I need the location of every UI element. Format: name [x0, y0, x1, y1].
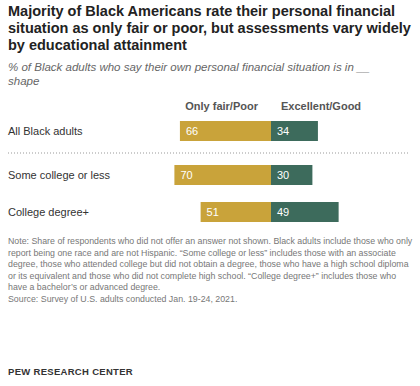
data-label: 51 [207, 206, 219, 218]
bar [271, 121, 318, 141]
category-label: Some college or less [8, 169, 111, 181]
data-label: 49 [277, 206, 289, 218]
chart-root: Majority of Black Americans rate their p… [0, 0, 420, 386]
legend-label: Only fair/Poor [185, 100, 258, 112]
data-label: 66 [186, 125, 198, 137]
data-label: 30 [277, 169, 289, 181]
bar [271, 202, 339, 222]
note: Note: Share of respondents who did not o… [8, 236, 413, 292]
bar [201, 202, 271, 222]
labels: All Black adults 66 34 Some college or less… [8, 125, 289, 218]
category-label: All Black adults [8, 125, 83, 137]
data-label: 34 [277, 125, 289, 137]
bar [174, 165, 271, 185]
credit: PEW RESEARCH CENTER [8, 366, 133, 377]
data-label: 70 [180, 169, 192, 181]
separator [8, 153, 410, 154]
subtitle: % of Black adults who say their own pers… [8, 61, 370, 87]
bar [271, 165, 312, 185]
category-label: College degree+ [8, 206, 89, 218]
source: Source: Survey of U.S. adults conducted … [8, 294, 237, 304]
bars [174, 121, 338, 222]
chart: Majority of Black Americans rate their p… [0, 0, 420, 386]
bar [180, 121, 271, 141]
legend-label: Excellent/Good [281, 100, 361, 112]
title: Majority of Black Americans rate their p… [8, 3, 411, 53]
